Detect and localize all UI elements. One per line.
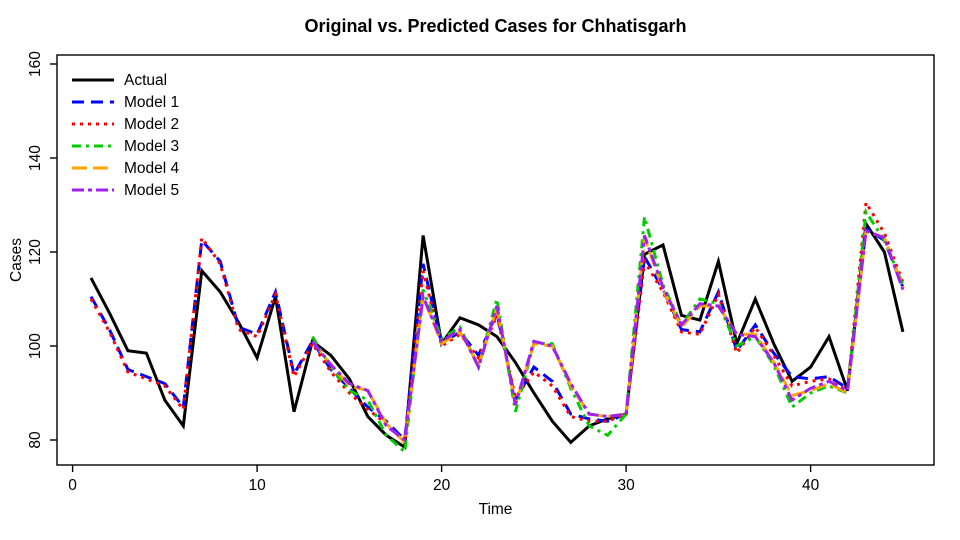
legend-item-model-3: Model 3 (72, 138, 179, 155)
legend-label: Model 2 (124, 116, 179, 133)
legend-label: Model 5 (124, 182, 179, 199)
series-model-2 (89, 197, 905, 446)
y-axis-label: Cases (8, 238, 25, 282)
series-actual (89, 219, 905, 450)
legend-label: Model 3 (124, 138, 179, 155)
x-tick-label: 30 (617, 477, 635, 494)
legend-item-model-5: Model 5 (72, 182, 179, 199)
series-model-3 (311, 207, 905, 455)
legend-item-model-1: Model 1 (72, 94, 179, 111)
legend-item-model-4: Model 4 (72, 160, 180, 177)
legend-item-actual: Actual (72, 72, 167, 89)
y-tick-label: 120 (27, 239, 44, 265)
legend-label: Actual (124, 72, 167, 89)
chart-title: Original vs. Predicted Cases for Chhatis… (304, 16, 687, 36)
series-model-4 (311, 228, 905, 446)
x-tick-label: 20 (433, 477, 451, 494)
y-tick-label: 140 (27, 145, 44, 171)
plot-box (56, 54, 935, 466)
y-tick-label: 160 (27, 51, 44, 77)
legend-label: Model 1 (124, 94, 179, 111)
series-model-1 (89, 225, 905, 444)
x-tick-label: 40 (802, 477, 820, 494)
x-tick-label: 0 (68, 477, 77, 494)
legend-label: Model 4 (124, 160, 180, 177)
y-tick-label: 100 (27, 333, 44, 359)
x-tick-label: 10 (248, 477, 266, 494)
legend-item-model-2: Model 2 (72, 116, 179, 133)
series-model-5 (311, 228, 905, 443)
x-axis-label: Time (478, 501, 513, 518)
y-tick-label: 80 (27, 431, 44, 449)
